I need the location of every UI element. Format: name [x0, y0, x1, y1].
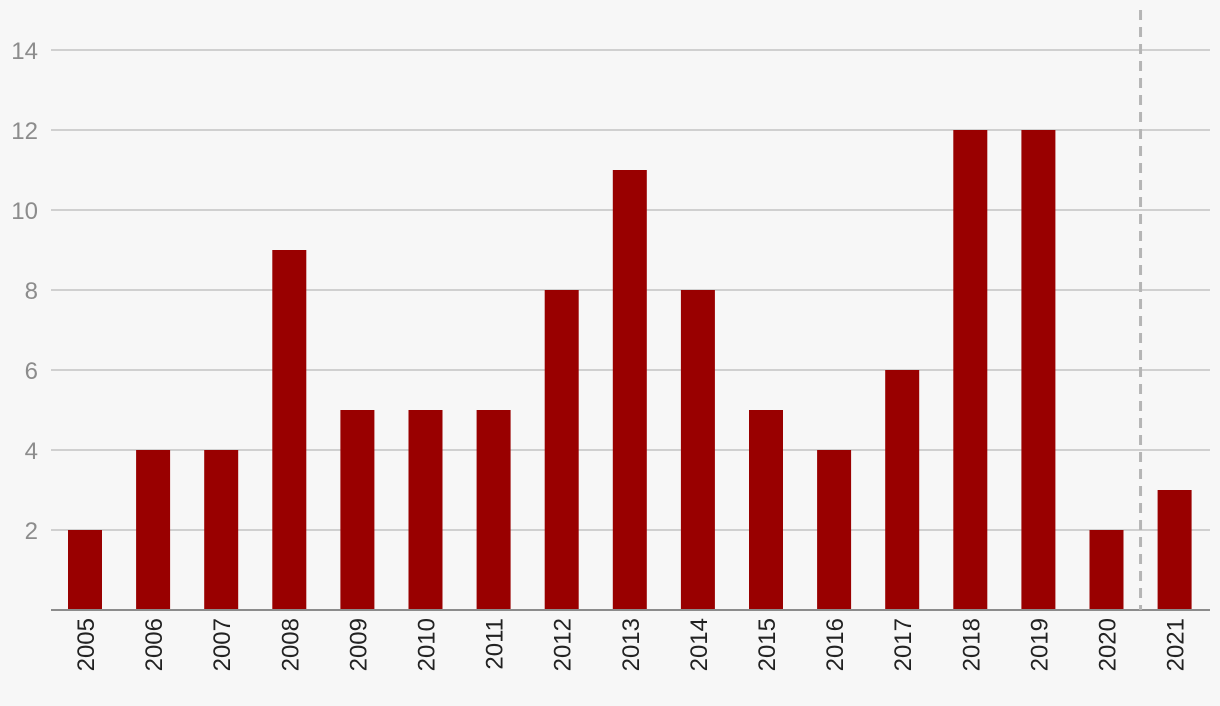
- bars: [68, 130, 1192, 610]
- bar-2021: [1157, 490, 1192, 610]
- y-tick-label-12: 12: [11, 118, 38, 145]
- bar-2009: [340, 410, 375, 610]
- bar-2013: [612, 170, 647, 610]
- bar-2012: [544, 290, 579, 610]
- x-tick-label-2017: 2017: [890, 618, 917, 671]
- bar-2019: [1021, 130, 1056, 610]
- y-axis-ticks: 2 4 6 8 10 12 14: [11, 38, 38, 545]
- x-tick-label-2010: 2010: [414, 618, 441, 671]
- x-tick-label-2006: 2006: [141, 618, 168, 671]
- bar-2005: [68, 530, 102, 610]
- bar-2011: [476, 410, 511, 610]
- bar-2006: [136, 450, 171, 610]
- x-tick-label-2015: 2015: [754, 618, 781, 671]
- bar-2010: [408, 410, 443, 610]
- bar-2008: [272, 250, 307, 610]
- bar-2015: [749, 410, 783, 610]
- x-tick-label-2020: 2020: [1095, 618, 1122, 671]
- x-tick-label-2014: 2014: [686, 618, 713, 671]
- x-tick-label-2011: 2011: [482, 618, 509, 670]
- x-tick-label-2016: 2016: [822, 618, 849, 671]
- x-tick-label-2013: 2013: [618, 618, 645, 671]
- x-tick-label-2009: 2009: [345, 618, 372, 671]
- x-tick-label-2012: 2012: [550, 618, 577, 671]
- y-tick-label-6: 6: [25, 358, 38, 385]
- x-axis-ticks: 2005 2006 2007 2008 2009 2010 2011 2012 2013 2014…: [73, 618, 1190, 671]
- y-tick-label-14: 14: [11, 38, 38, 65]
- bar-2018: [953, 130, 988, 610]
- y-tick-label-2: 2: [25, 518, 38, 545]
- y-tick-label-8: 8: [25, 278, 38, 305]
- y-tick-label-10: 10: [11, 198, 38, 225]
- bar-2016: [817, 450, 852, 610]
- y-tick-label-4: 4: [25, 438, 38, 465]
- bar-2007: [204, 450, 239, 610]
- x-tick-label-2007: 2007: [209, 618, 236, 671]
- x-tick-label-2018: 2018: [958, 618, 985, 671]
- bar-2017: [885, 370, 920, 610]
- x-tick-label-2008: 2008: [277, 618, 304, 671]
- x-tick-label-2021: 2021: [1163, 618, 1190, 671]
- x-tick-label-2019: 2019: [1026, 618, 1053, 671]
- bar-2014: [680, 290, 715, 610]
- x-tick-label-2005: 2005: [73, 618, 100, 671]
- bar-2020: [1089, 530, 1124, 610]
